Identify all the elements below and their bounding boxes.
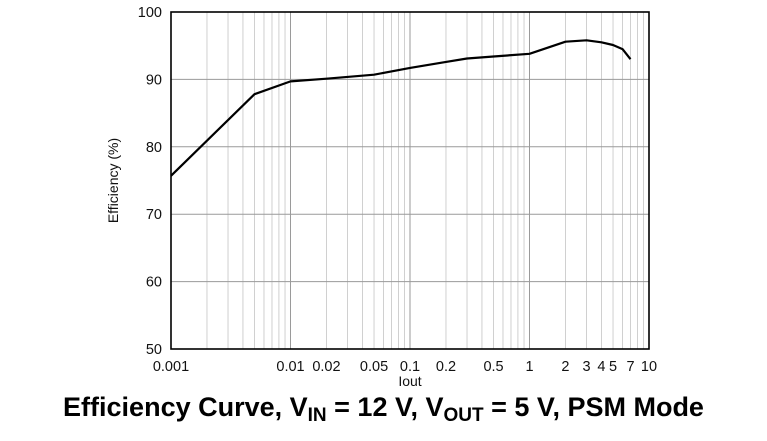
x-tick-label: 4	[597, 359, 605, 375]
x-tick-label: 10	[641, 359, 657, 375]
x-tick-label: 1	[525, 359, 533, 375]
x-tick-label: 3	[582, 359, 590, 375]
efficiency-series-line	[170, 39, 632, 177]
x-tick-label: 0.1	[400, 359, 420, 375]
y-tick-labels: 50 60 70 80 90 100	[138, 5, 162, 358]
chart-caption: Efficiency Curve, VIN = 12 V, VOUT = 5 V…	[0, 392, 767, 427]
efficiency-chart: 50 60 70 80 90 100 0.001 0.01 0.02 0.05 0.1 0.2 0.5…	[105, 5, 657, 389]
y-tick-label: 90	[146, 72, 162, 88]
y-tick-label: 60	[146, 275, 162, 291]
y-tick-label: 80	[146, 140, 162, 156]
x-tick-label: 0.05	[360, 359, 388, 375]
x-tick-label: 0.01	[276, 359, 304, 375]
x-tick-label: 0.5	[483, 359, 503, 375]
y-tick-label: 70	[146, 207, 162, 223]
caption-text-1: Efficiency Curve, V	[63, 392, 308, 422]
x-tick-label: 0.001	[153, 359, 189, 375]
x-tick-label: 5	[609, 359, 617, 375]
caption-subscript-out: OUT	[443, 405, 484, 426]
grid-lines	[171, 12, 649, 349]
x-tick-label: 7	[626, 359, 634, 375]
x-tick-label: 0.2	[436, 359, 456, 375]
caption-subscript-in: IN	[307, 405, 327, 426]
x-tick-label: 0.02	[312, 359, 340, 375]
caption-text-2: = 12 V, V	[326, 392, 444, 422]
x-tick-label: 2	[561, 359, 569, 375]
y-axis-label: Efficiency (%)	[105, 138, 121, 223]
y-tick-label: 50	[146, 342, 162, 358]
caption-text-3: = 5 V, PSM Mode	[483, 392, 704, 422]
y-tick-label: 100	[138, 5, 162, 21]
x-axis-label: Iout	[398, 373, 421, 389]
plot-area	[170, 11, 650, 350]
x-tick-labels: 0.001 0.01 0.02 0.05 0.1 0.2 0.5 1 2 3 4 5 7 10	[153, 359, 657, 375]
